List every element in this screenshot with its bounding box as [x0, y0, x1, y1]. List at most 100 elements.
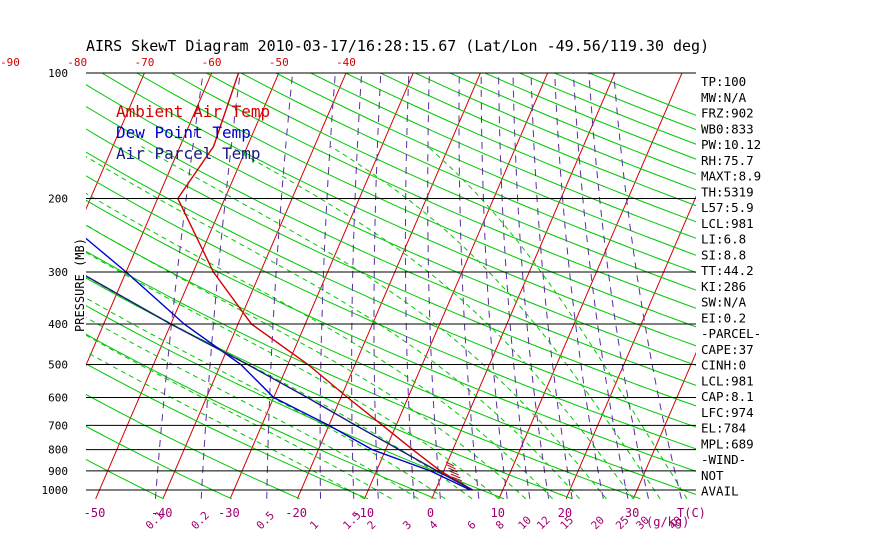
dry-adiabat-line [275, 73, 696, 256]
dry-adiabat-line [86, 393, 300, 500]
dry-adiabat-line [171, 73, 696, 309]
pressure-tick-label: 200 [48, 193, 68, 206]
stats-panel: TP:100MW:N/AFRZ:902WB0:833PW:10.12RH:75.… [701, 74, 761, 499]
bottom-tick-label: -10 [352, 506, 374, 520]
mixing-ratio-line [480, 73, 508, 499]
dry-adiabat-line [449, 73, 696, 175]
mixing-ratio-label: 3 [400, 518, 414, 532]
bottom-tick-label: 0 [427, 506, 434, 520]
isotherm-line [565, 195, 696, 500]
pressure-tick-label: 300 [48, 266, 68, 279]
y-axis-label: PRESSURE (MB) [73, 238, 87, 332]
dry-adiabat-line [86, 224, 696, 496]
stat-line: FRZ:902 [701, 106, 754, 121]
mixing-ratio-line [530, 73, 573, 499]
top-tick-label: -90 [0, 56, 20, 69]
stat-line: KI:286 [701, 279, 746, 294]
pressure-tick-label: 900 [48, 465, 68, 478]
dry-adiabat-lines [86, 73, 696, 500]
cape-hatch-line [446, 464, 456, 470]
stat-line: EL:784 [701, 421, 746, 436]
stat-line: TH:5319 [701, 184, 754, 199]
chart-title: AIRS SkewT Diagram 2010-03-17/16:28:15.6… [86, 37, 709, 55]
top-tick-label: -80 [67, 56, 87, 69]
bottom-tick-label: 10 [490, 506, 504, 520]
stat-line: MPL:689 [701, 436, 754, 451]
pressure-tick-label: 400 [48, 318, 68, 331]
legend-parcel: Air Parcel Temp [116, 144, 261, 163]
mixing-ratio-line [200, 73, 241, 499]
stat-line: TP:100 [701, 74, 746, 89]
pressure-tick-labels: 100 200 300 400 500 600 700 800 900 1000 [42, 67, 69, 497]
dry-adiabat-line [86, 250, 641, 500]
isotherm-lines [0, 64, 696, 500]
stat-line: LFC:974 [701, 405, 754, 420]
mixing-ratio-line [613, 73, 682, 499]
mixing-ratio-line [512, 73, 550, 499]
stat-line: CAPE:37 [701, 342, 754, 357]
dry-adiabat-line [86, 175, 696, 450]
stat-line: PW:10.12 [701, 137, 761, 152]
dry-adiabat-line [380, 73, 696, 207]
moist-adiabat-line [86, 156, 580, 500]
stat-line: CINH:0 [701, 358, 746, 373]
mixing-ratio-label: 0.2 [189, 509, 212, 532]
dry-adiabat-line [86, 333, 437, 500]
bottom-tick-label: -30 [218, 506, 240, 520]
top-tick-label: -60 [202, 56, 222, 69]
isotherm-line [162, 73, 347, 500]
stat-line: EI:0.2 [701, 310, 746, 325]
dry-adiabat-line [86, 458, 164, 500]
isotherm-line [498, 73, 683, 500]
pressure-tick-label: 800 [48, 444, 68, 457]
isotherm-line [229, 73, 414, 500]
pressure-tick-label: 1000 [42, 484, 69, 497]
mixing-ratio-line [319, 73, 336, 499]
isotherm-line [86, 73, 213, 367]
top-tick-label: -70 [134, 56, 154, 69]
stat-line: SI:8.8 [701, 247, 746, 262]
bottom-tick-labels: -50 -40 -30 -20 -10 0 10 20 30 [84, 506, 640, 520]
mixing-ratio-label: 2 [365, 518, 379, 532]
stat-line: L57:5.9 [701, 200, 754, 215]
stat-line: LCL:981 [701, 216, 754, 231]
top-tick-label: -40 [336, 56, 356, 69]
mixing-ratio-label: 1 [307, 518, 321, 532]
legend-dewpoint: Dew Point Temp [116, 123, 251, 142]
stat-line: LI:6.8 [701, 232, 746, 247]
mixing-ratio-label: 0.5 [254, 509, 277, 532]
top-tick-label: -50 [269, 56, 289, 69]
moist-adiabat-lines [86, 145, 688, 500]
pressure-tick-label: 600 [48, 391, 68, 404]
bottom-tick-label: -40 [151, 506, 173, 520]
stat-line: TT:44.2 [701, 263, 754, 278]
bottom-tick-label: 20 [558, 506, 572, 520]
isotherm-line [431, 73, 616, 500]
series-line-1 [86, 237, 471, 491]
isotherm-line [0, 64, 81, 499]
isobar-lines [86, 72, 696, 491]
bottom-tick-label: -20 [285, 506, 307, 520]
mixing-ratio-line [554, 73, 604, 499]
isotherm-line [632, 351, 696, 500]
cape-hatch-line [445, 461, 455, 467]
stat-line: MAXT:8.9 [701, 169, 761, 184]
pressure-tick-label: 700 [48, 419, 68, 432]
stat-line: LCL:981 [701, 373, 754, 388]
mixing-ratio-label: 20 [589, 514, 608, 533]
stat-line: RH:75.7 [701, 153, 754, 168]
mixing-ratio-label: 6 [465, 518, 479, 532]
mixing-ratio-line [266, 73, 294, 499]
mixing-ratio-line [154, 73, 204, 499]
bottom-tick-label: -50 [84, 506, 106, 520]
mixing-ratio-lines [154, 73, 682, 499]
mixing-ratio-label: 10 [516, 514, 535, 533]
cape-hatch-line [449, 470, 459, 476]
dry-adiabat-line [206, 73, 696, 291]
mixing-ratio-line [404, 73, 415, 499]
stat-line: AVAIL [701, 484, 739, 499]
mixing-ratio-label: 4 [427, 518, 441, 532]
dry-adiabat-line [101, 73, 696, 347]
stat-line: NOT [701, 468, 724, 483]
